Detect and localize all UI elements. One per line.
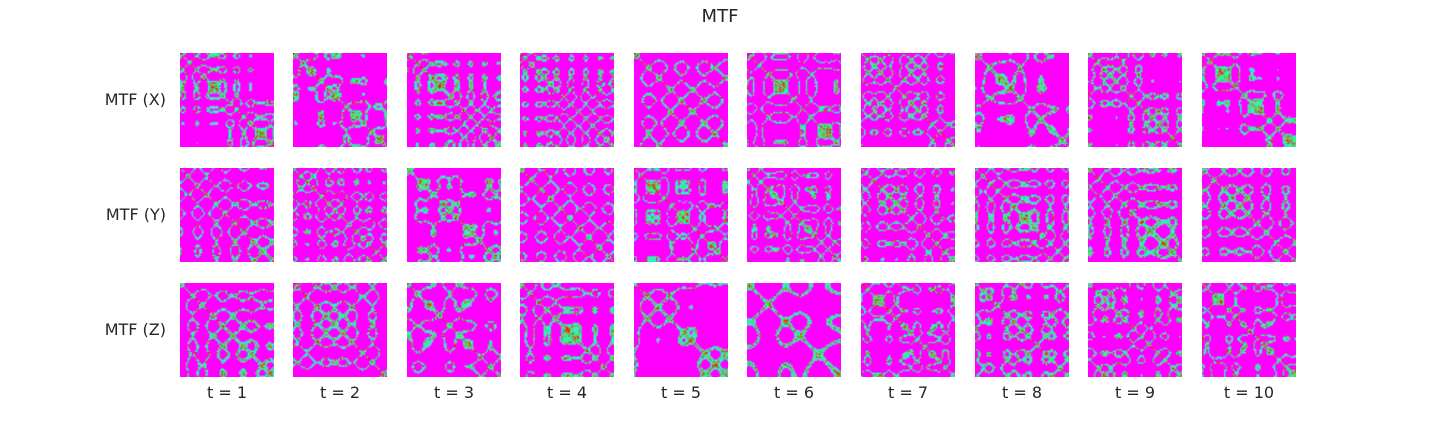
heatmap-panel [747,283,841,377]
heatmap-panel [1088,283,1182,377]
heatmap-cell-image [1088,168,1182,262]
column-label: t = 3 [433,383,475,402]
heatmap-cell-image [975,53,1069,147]
heatmap-panel [861,53,955,147]
figure-title: MTF [701,6,739,27]
heatmap-panel [407,53,501,147]
heatmap-cell-image [861,53,955,147]
heatmap-panel [520,283,614,377]
row-label: MTF (X) [104,90,166,109]
column-label: t = 2 [319,383,361,402]
heatmap-panel [747,168,841,262]
heatmap-cell-image [634,168,728,262]
heatmap-panel [520,168,614,262]
heatmap-cell-image [634,53,728,147]
heatmap-panel [975,283,1069,377]
heatmap-cell-image [747,168,841,262]
heatmap-panel [1202,283,1296,377]
row-label: MTF (Y) [105,205,166,224]
heatmap-cell-image [293,283,387,377]
heatmap-panel [747,53,841,147]
row-label: MTF (Z) [104,320,166,339]
heatmap-cell-image [861,168,955,262]
heatmap-panel [180,53,274,147]
heatmap-cell-image [861,283,955,377]
heatmap-cell-image [520,168,614,262]
heatmap-panel [1088,168,1182,262]
heatmap-panel [180,283,274,377]
heatmap-cell-image [634,283,728,377]
heatmap-cell-image [1202,283,1296,377]
heatmap-panel [861,283,955,377]
heatmap-panel [634,283,728,377]
heatmap-cell-image [180,53,274,147]
column-label: t = 7 [887,383,929,402]
heatmap-panel [1088,53,1182,147]
heatmap-cell-image [747,53,841,147]
heatmap-cell-image [975,168,1069,262]
heatmap-cell-image [1088,53,1182,147]
heatmap-panel [634,168,728,262]
heatmap-cell-image [180,283,274,377]
heatmap-cell-image [1202,53,1296,147]
heatmap-panel [975,168,1069,262]
heatmap-cell-image [293,168,387,262]
heatmap-panel [407,283,501,377]
column-label: t = 10 [1223,383,1275,402]
heatmap-panel [180,168,274,262]
heatmap-cell-image [520,283,614,377]
heatmap-panel [975,53,1069,147]
column-label: t = 8 [1001,383,1043,402]
column-label: t = 1 [206,383,248,402]
heatmap-cell-image [975,283,1069,377]
heatmap-panel [520,53,614,147]
heatmap-panel [1202,53,1296,147]
column-label: t = 9 [1114,383,1156,402]
column-label: t = 6 [773,383,815,402]
heatmap-panel [407,168,501,262]
heatmap-panel [293,53,387,147]
heatmap-cell-image [180,168,274,262]
heatmap-cell-image [407,168,501,262]
column-label: t = 5 [660,383,702,402]
heatmap-cell-image [747,283,841,377]
heatmap-cell-image [1088,283,1182,377]
heatmap-cell-image [293,53,387,147]
heatmap-cell-image [520,53,614,147]
heatmap-cell-image [407,283,501,377]
heatmap-panel [634,53,728,147]
heatmap-panel [293,168,387,262]
heatmap-cell-image [407,53,501,147]
heatmap-panel [861,168,955,262]
heatmap-panel [1202,168,1296,262]
heatmap-cell-image [1202,168,1296,262]
column-label: t = 4 [546,383,588,402]
heatmap-panel [293,283,387,377]
